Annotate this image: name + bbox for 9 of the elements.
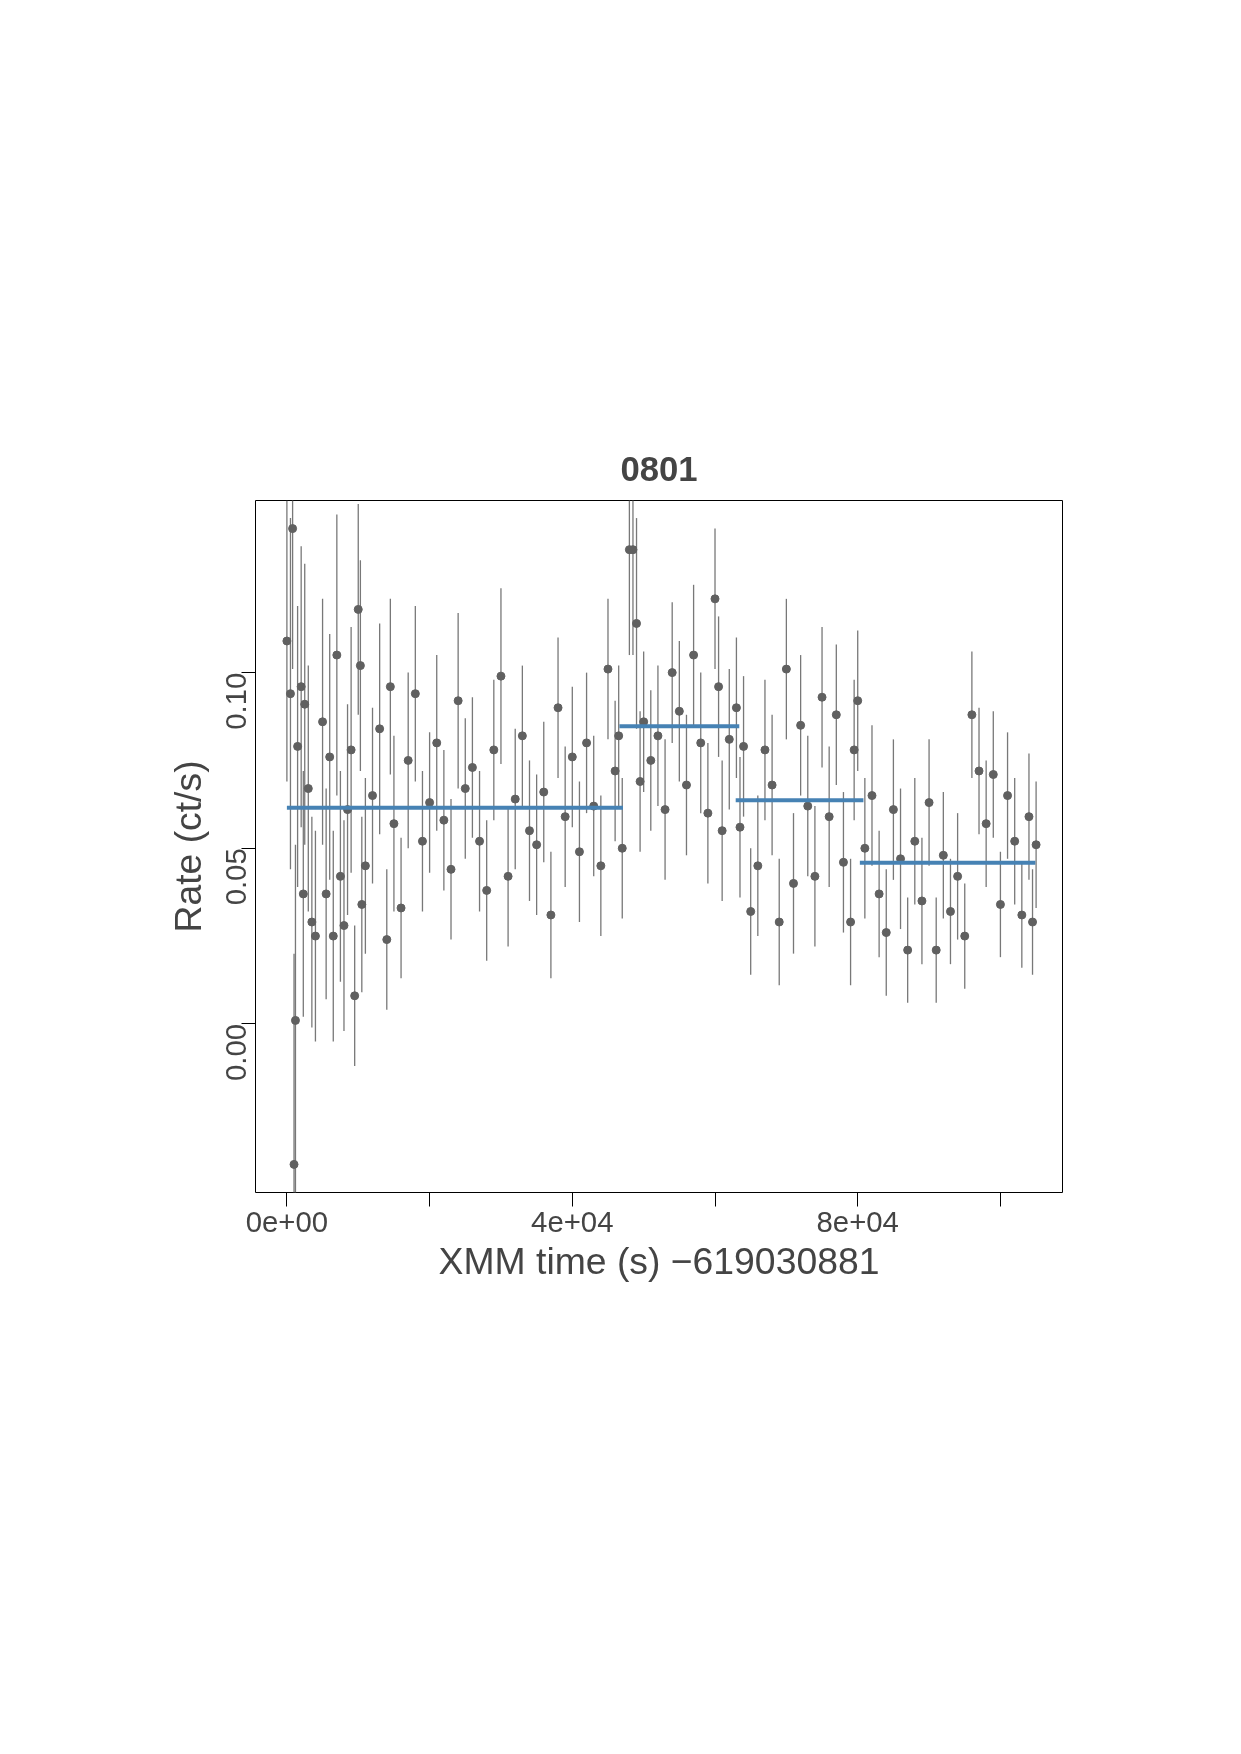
y-tick-label: 0.10 [219, 672, 253, 730]
y-tick-label: 0.05 [219, 848, 253, 906]
x-tick-label: 0e+00 [245, 1204, 329, 1238]
y-tick-label: 0.00 [219, 1023, 253, 1081]
y-axis-title: Rate (ct/s) [166, 760, 209, 933]
x-axis-title: XMM time (s) −619030881 [438, 1239, 880, 1282]
x-tick-label: 8e+04 [816, 1204, 899, 1238]
x-tick-label: 4e+04 [531, 1204, 614, 1238]
chart-title: 0801 [620, 449, 698, 488]
